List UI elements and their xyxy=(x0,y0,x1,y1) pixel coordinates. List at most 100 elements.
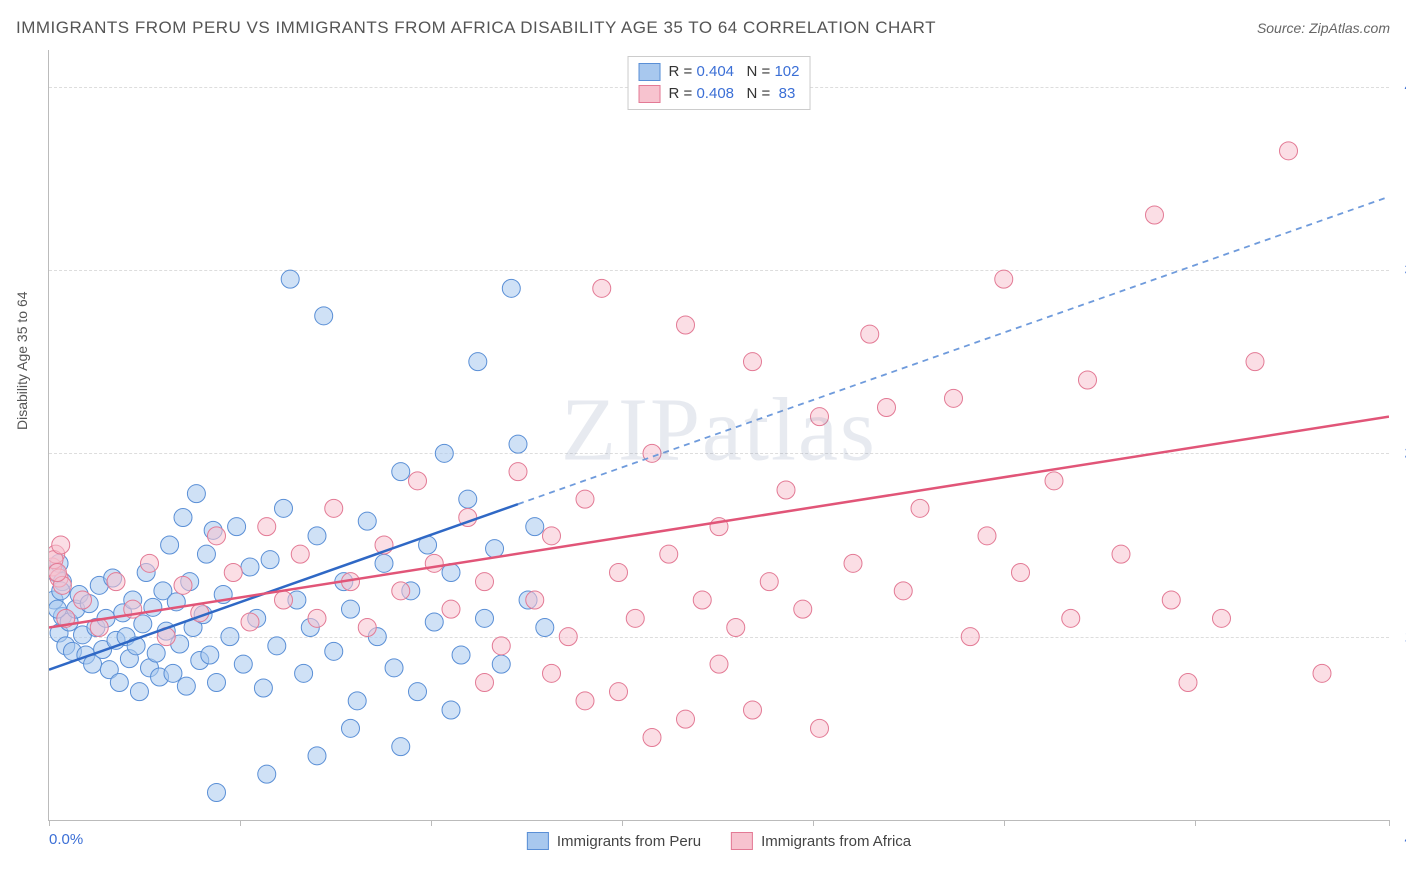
data-point xyxy=(275,499,293,517)
ytick-label: 20.0% xyxy=(1397,445,1406,462)
ytick-label: 40.0% xyxy=(1397,78,1406,95)
ytick-label: 30.0% xyxy=(1397,262,1406,279)
data-point xyxy=(141,554,159,572)
data-point xyxy=(492,637,510,655)
data-point xyxy=(1213,609,1231,627)
data-point xyxy=(1179,674,1197,692)
data-point xyxy=(375,554,393,572)
data-point xyxy=(459,490,477,508)
data-point xyxy=(291,545,309,563)
title-bar: IMMIGRANTS FROM PERU VS IMMIGRANTS FROM … xyxy=(16,18,1390,38)
data-point xyxy=(258,765,276,783)
data-point xyxy=(593,279,611,297)
data-point xyxy=(760,573,778,591)
data-point xyxy=(811,719,829,737)
data-point xyxy=(295,664,313,682)
legend-label-peru: Immigrants from Peru xyxy=(557,833,701,850)
data-point xyxy=(325,642,343,660)
data-point xyxy=(261,551,279,569)
xtick xyxy=(813,820,814,826)
data-point xyxy=(325,499,343,517)
legend-text-peru: R = 0.404 N = 102 xyxy=(669,61,800,83)
data-point xyxy=(308,609,326,627)
data-point xyxy=(744,353,762,371)
data-point xyxy=(228,518,246,536)
data-point xyxy=(643,729,661,747)
data-point xyxy=(425,613,443,631)
data-point xyxy=(208,784,226,802)
xtick xyxy=(240,820,241,826)
data-point xyxy=(392,582,410,600)
data-point xyxy=(693,591,711,609)
data-point xyxy=(342,600,360,618)
data-point xyxy=(144,598,162,616)
data-point xyxy=(536,619,554,637)
data-point xyxy=(49,564,66,582)
plot-area: ZIPatlas R = 0.404 N = 102 R = 0.408 N =… xyxy=(48,50,1389,821)
data-point xyxy=(1112,545,1130,563)
data-point xyxy=(435,444,453,462)
legend-item-africa: Immigrants from Africa xyxy=(731,832,911,850)
data-point xyxy=(486,540,504,558)
data-point xyxy=(1246,353,1264,371)
data-point xyxy=(1146,206,1164,224)
data-point xyxy=(442,564,460,582)
data-point xyxy=(221,628,239,646)
data-point xyxy=(74,591,92,609)
source-label: Source: ZipAtlas.com xyxy=(1257,20,1390,36)
data-point xyxy=(442,701,460,719)
xtick xyxy=(49,820,50,826)
data-point xyxy=(208,674,226,692)
legend-correlation: R = 0.404 N = 102 R = 0.408 N = 83 xyxy=(628,56,811,110)
data-point xyxy=(677,710,695,728)
data-point xyxy=(894,582,912,600)
data-point xyxy=(308,747,326,765)
data-point xyxy=(978,527,996,545)
data-point xyxy=(308,527,326,545)
data-point xyxy=(576,490,594,508)
data-point xyxy=(409,683,427,701)
data-point xyxy=(844,554,862,572)
data-point xyxy=(476,609,494,627)
swatch-peru-icon xyxy=(527,832,549,850)
data-point xyxy=(777,481,795,499)
data-point xyxy=(643,444,661,462)
data-point xyxy=(254,679,272,697)
legend-series: Immigrants from Peru Immigrants from Afr… xyxy=(527,832,911,850)
data-point xyxy=(459,509,477,527)
data-point xyxy=(208,527,226,545)
data-point xyxy=(130,683,148,701)
data-point xyxy=(147,644,165,662)
data-point xyxy=(392,738,410,756)
data-point xyxy=(1162,591,1180,609)
data-point xyxy=(811,408,829,426)
data-point xyxy=(442,600,460,618)
data-point xyxy=(241,558,259,576)
swatch-africa-icon xyxy=(731,832,753,850)
swatch-africa xyxy=(639,85,661,103)
data-point xyxy=(187,485,205,503)
xtick xyxy=(431,820,432,826)
data-point xyxy=(526,591,544,609)
data-point xyxy=(677,316,695,334)
data-point xyxy=(214,586,232,604)
data-point xyxy=(52,536,70,554)
data-point xyxy=(164,664,182,682)
data-point xyxy=(358,619,376,637)
data-point xyxy=(1313,664,1331,682)
data-point xyxy=(157,628,175,646)
data-point xyxy=(375,536,393,554)
data-point xyxy=(201,646,219,664)
data-point xyxy=(161,536,179,554)
xtick xyxy=(622,820,623,826)
data-point xyxy=(911,499,929,517)
data-point xyxy=(174,576,192,594)
data-point xyxy=(385,659,403,677)
y-axis-label: Disability Age 35 to 64 xyxy=(14,291,30,430)
data-point xyxy=(509,435,527,453)
data-point xyxy=(710,655,728,673)
data-point xyxy=(710,518,728,536)
scatter-points xyxy=(49,50,1389,820)
data-point xyxy=(224,564,242,582)
data-point xyxy=(492,655,510,673)
